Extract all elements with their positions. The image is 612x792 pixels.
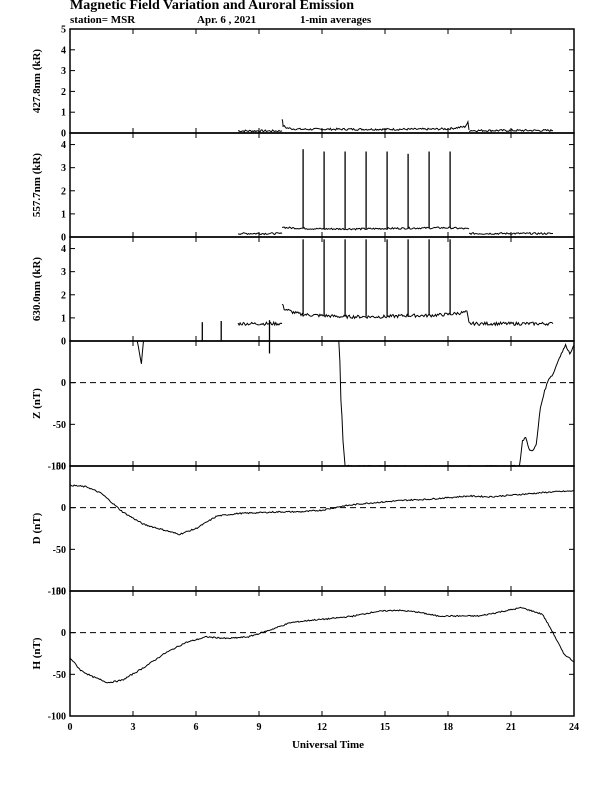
y-axis-label: 427.8nm (kR) (31, 49, 43, 114)
y-tick-label: 0 (61, 378, 66, 389)
panel-frame (69, 132, 575, 238)
y-tick-label: 2 (61, 87, 66, 98)
y-tick-label: 3 (61, 66, 66, 77)
x-tick-label: 0 (68, 722, 73, 733)
data-line (468, 320, 554, 327)
panel-p4278: 0 1 2 3 4 5 427.8nm (kR) (31, 25, 575, 140)
data-line (468, 128, 554, 133)
y-tick-label: 1 (61, 313, 66, 324)
y-tick-label: 0 (61, 628, 66, 639)
y-tick-label: 1 (61, 209, 66, 220)
y-tick-label: 2 (61, 290, 66, 301)
y-tick-label: -50 (53, 545, 66, 556)
y-tick-label: 0 (61, 233, 66, 244)
y-tick-label: 4 (61, 140, 66, 151)
x-tick-label: 15 (380, 722, 390, 733)
x-tick-label: 21 (506, 722, 516, 733)
x-tick-label: 12 (317, 722, 327, 733)
data-line (281, 119, 470, 132)
data-line (237, 320, 283, 327)
y-tick-label: 1 (61, 108, 66, 119)
date-label: Apr. 6 , 2021 (197, 14, 256, 26)
y-tick-label: 3 (61, 163, 66, 174)
y-tick-label: 0 (61, 503, 66, 514)
y-tick-label: 5 (61, 25, 66, 36)
panel-p5577: 0 1 2 3 4 557.7nm (kR) (31, 132, 575, 244)
data-line (69, 606, 575, 684)
panel-pZ: -100 -50 0 Z (nT) (31, 320, 575, 473)
y-axis-label: 557.7nm (kR) (31, 153, 43, 218)
panel-frame (69, 340, 575, 467)
data-line (281, 226, 470, 231)
panel-frame (69, 28, 575, 134)
y-tick-label: 4 (61, 244, 66, 255)
y-axis-label: H (nT) (31, 637, 43, 669)
averaging-label: 1-min averages (300, 14, 372, 26)
x-tick-label: 6 (194, 722, 199, 733)
y-axis-label: D (nT) (31, 512, 43, 544)
x-tick-label: 18 (443, 722, 453, 733)
panel-p6300: 0 1 2 3 4 630.0nm (kR) (31, 236, 575, 348)
y-tick-label: 0 (61, 129, 66, 140)
data-line (281, 303, 470, 323)
y-tick-label: 3 (61, 267, 66, 278)
y-axis-label: Z (nT) (31, 388, 43, 419)
panel-pH: -100 -50 0 50 0 3 6 9 12 15 18 21 24 H (nT) (31, 587, 579, 734)
x-tick-label: 9 (257, 722, 262, 733)
x-tick-label: 3 (131, 722, 136, 733)
y-tick-label: 50 (56, 587, 66, 598)
y-tick-label: 2 (61, 186, 66, 197)
station-label: station= MSR (70, 14, 136, 26)
data-line (237, 129, 283, 133)
y-tick-label: -100 (48, 587, 66, 598)
y-axis-label: 630.0nm (kR) (31, 257, 43, 322)
data-line (69, 484, 575, 536)
panel-frame (69, 465, 575, 592)
panel-frame (69, 590, 575, 717)
data-line (70, 340, 346, 467)
data-line (468, 231, 553, 236)
data-line (518, 342, 575, 466)
y-tick-label: -100 (48, 462, 66, 473)
figure-title: Magnetic Field Variation and Auroral Emi… (70, 0, 354, 13)
y-tick-label: -50 (53, 420, 66, 431)
x-axis-label: Universal Time (292, 739, 364, 751)
y-tick-label: 0 (61, 337, 66, 348)
data-line (238, 232, 283, 236)
x-tick-label: 24 (569, 722, 579, 733)
y-tick-label: 4 (61, 45, 66, 56)
y-tick-label: -50 (53, 670, 66, 681)
panel-pD: -100 -50 0 50 D (nT) (31, 462, 575, 598)
y-tick-label: 50 (56, 462, 66, 473)
y-tick-label: -100 (48, 712, 66, 723)
panel-frame (69, 236, 575, 342)
